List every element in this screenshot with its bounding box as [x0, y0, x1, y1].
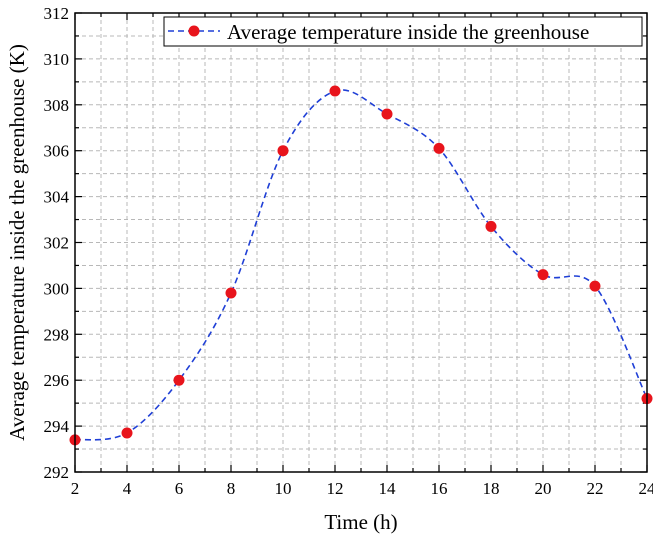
legend-box	[163, 16, 643, 47]
y-tick-label: 312	[44, 4, 70, 23]
x-tick-label: 8	[227, 479, 236, 498]
x-tick-label: 20	[535, 479, 552, 498]
plot-frame	[74, 12, 648, 473]
data-point	[329, 85, 341, 97]
y-tick-labels: 292 294 296 298 300 302 304 306 308 310 312	[44, 4, 70, 482]
data-point	[589, 280, 601, 292]
y-tick-label: 308	[44, 96, 70, 115]
data-point	[277, 145, 289, 157]
x-tick-label: 14	[379, 479, 397, 498]
y-tick-label: 300	[44, 279, 70, 298]
x-tick-label: 2	[71, 479, 80, 498]
data-point	[225, 287, 237, 299]
y-tick-label: 294	[44, 417, 70, 436]
data-point	[485, 220, 497, 232]
x-tick-label: 12	[327, 479, 344, 498]
x-axis-title: Time (h)	[324, 510, 397, 534]
data-point	[537, 269, 549, 281]
x-tick-label: 10	[275, 479, 292, 498]
y-tick-label: 296	[44, 371, 70, 390]
y-tick-label: 302	[44, 234, 70, 253]
grid-lines	[75, 13, 647, 472]
y-tick-label: 304	[44, 188, 70, 207]
legend-label: Average temperature inside the greenhous…	[227, 20, 589, 44]
data-point	[121, 427, 133, 439]
x-tick-label: 4	[123, 479, 132, 498]
y-tick-label: 306	[44, 142, 70, 161]
x-tick-label: 6	[175, 479, 184, 498]
x-tick-label: 24	[639, 479, 653, 498]
data-point	[381, 108, 393, 120]
legend-marker-sample	[188, 25, 200, 37]
data-point	[433, 142, 445, 154]
data-point	[173, 374, 185, 386]
y-tick-label: 310	[44, 50, 70, 69]
x-tick-label: 16	[431, 479, 448, 498]
legend: Average temperature inside the greenhous…	[163, 16, 643, 47]
y-tick-label: 292	[44, 463, 70, 482]
y-tick-label: 298	[44, 325, 70, 344]
series-line	[74, 89, 648, 441]
x-tick-label: 22	[587, 479, 604, 498]
y-axis-title: Average temperature inside the greenhous…	[5, 44, 29, 441]
x-tick-labels: 2 4 6 8 10 12 14 16 18 20 22 24	[71, 479, 653, 498]
x-tick-label: 18	[483, 479, 500, 498]
